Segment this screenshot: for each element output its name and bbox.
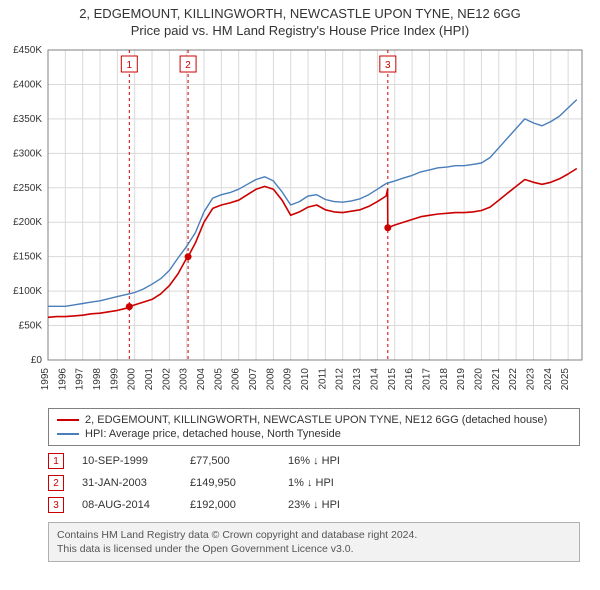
legend-swatch-series1 (57, 419, 79, 421)
svg-text:2023: 2023 (525, 368, 536, 391)
marker-diff: 23% ↓ HPI (288, 499, 340, 511)
footer-line1: Contains HM Land Registry data © Crown c… (57, 528, 571, 542)
svg-text:2007: 2007 (248, 368, 259, 391)
svg-text:£150K: £150K (13, 252, 42, 263)
svg-text:2019: 2019 (456, 368, 467, 391)
svg-text:2013: 2013 (352, 368, 363, 391)
svg-text:1997: 1997 (75, 368, 86, 391)
svg-text:2021: 2021 (491, 368, 502, 391)
title-line1: 2, EDGEMOUNT, KILLINGWORTH, NEWCASTLE UP… (10, 6, 590, 21)
svg-text:£400K: £400K (13, 79, 42, 90)
svg-text:2006: 2006 (231, 368, 242, 391)
svg-text:2002: 2002 (161, 368, 172, 391)
chart-svg: £0 £50K £100K £150K £200K £250K £300K £350K £400… (0, 42, 600, 402)
chart-container: 2, EDGEMOUNT, KILLINGWORTH, NEWCASTLE UP… (0, 0, 600, 562)
legend-label-series2: HPI: Average price, detached house, Nort… (85, 428, 341, 440)
legend-label-series1: 2, EDGEMOUNT, KILLINGWORTH, NEWCASTLE UP… (85, 414, 547, 426)
marker-price: £77,500 (190, 455, 270, 467)
svg-text:£350K: £350K (13, 114, 42, 125)
svg-text:1999: 1999 (109, 368, 120, 391)
sale-marker-row: 1 10-SEP-1999 £77,500 16% ↓ HPI (48, 450, 580, 472)
marker-box-icon: 2 (48, 475, 64, 491)
svg-text:£200K: £200K (13, 217, 42, 228)
marker-box-icon: 3 (48, 497, 64, 513)
title-block: 2, EDGEMOUNT, KILLINGWORTH, NEWCASTLE UP… (0, 0, 600, 42)
svg-text:2005: 2005 (213, 368, 224, 391)
svg-text:1996: 1996 (57, 368, 68, 391)
svg-text:2017: 2017 (421, 368, 432, 391)
footer-line2: This data is licensed under the Open Gov… (57, 542, 571, 556)
svg-text:2000: 2000 (127, 368, 138, 391)
marker-date: 08-AUG-2014 (82, 499, 172, 511)
svg-text:2022: 2022 (508, 368, 519, 391)
svg-text:2024: 2024 (543, 368, 554, 391)
svg-text:2015: 2015 (387, 368, 398, 391)
marker-price: £192,000 (190, 499, 270, 511)
marker-date: 10-SEP-1999 (82, 455, 172, 467)
legend-swatch-series2 (57, 433, 79, 435)
footer-attribution: Contains HM Land Registry data © Crown c… (48, 522, 580, 562)
marker-box-icon: 1 (48, 453, 64, 469)
svg-text:2012: 2012 (335, 368, 346, 391)
svg-text:2008: 2008 (265, 368, 276, 391)
svg-text:2014: 2014 (369, 368, 380, 391)
svg-text:2009: 2009 (283, 368, 294, 391)
svg-text:2003: 2003 (179, 368, 190, 391)
svg-text:2001: 2001 (144, 368, 155, 391)
sale-marker-row: 3 08-AUG-2014 £192,000 23% ↓ HPI (48, 494, 580, 516)
svg-text:£0: £0 (31, 355, 43, 366)
legend-row-2: HPI: Average price, detached house, Nort… (57, 427, 571, 441)
marker-diff: 1% ↓ HPI (288, 477, 334, 489)
chart: £0 £50K £100K £150K £200K £250K £300K £350K £400… (0, 42, 600, 402)
svg-text:2010: 2010 (300, 368, 311, 391)
svg-text:2025: 2025 (560, 368, 571, 391)
svg-text:2016: 2016 (404, 368, 415, 391)
legend-row-1: 2, EDGEMOUNT, KILLINGWORTH, NEWCASTLE UP… (57, 413, 571, 427)
svg-text:2011: 2011 (317, 368, 328, 390)
svg-text:2: 2 (185, 60, 191, 71)
svg-text:£250K: £250K (13, 183, 42, 194)
svg-text:£300K: £300K (13, 148, 42, 159)
svg-text:1: 1 (127, 60, 133, 71)
svg-text:£50K: £50K (19, 321, 43, 332)
svg-text:2018: 2018 (439, 368, 450, 391)
title-line2: Price paid vs. HM Land Registry's House … (10, 23, 590, 38)
svg-text:1995: 1995 (40, 368, 51, 391)
sale-marker-row: 2 31-JAN-2003 £149,950 1% ↓ HPI (48, 472, 580, 494)
marker-diff: 16% ↓ HPI (288, 455, 340, 467)
marker-date: 31-JAN-2003 (82, 477, 172, 489)
svg-text:£100K: £100K (13, 286, 42, 297)
svg-text:1998: 1998 (92, 368, 103, 391)
marker-price: £149,950 (190, 477, 270, 489)
svg-text:2004: 2004 (196, 368, 207, 391)
svg-text:£450K: £450K (13, 45, 42, 56)
svg-text:3: 3 (385, 60, 391, 71)
legend: 2, EDGEMOUNT, KILLINGWORTH, NEWCASTLE UP… (48, 408, 580, 446)
svg-text:2020: 2020 (473, 368, 484, 391)
sale-marker-table: 1 10-SEP-1999 £77,500 16% ↓ HPI 2 31-JAN-2003… (48, 450, 580, 516)
